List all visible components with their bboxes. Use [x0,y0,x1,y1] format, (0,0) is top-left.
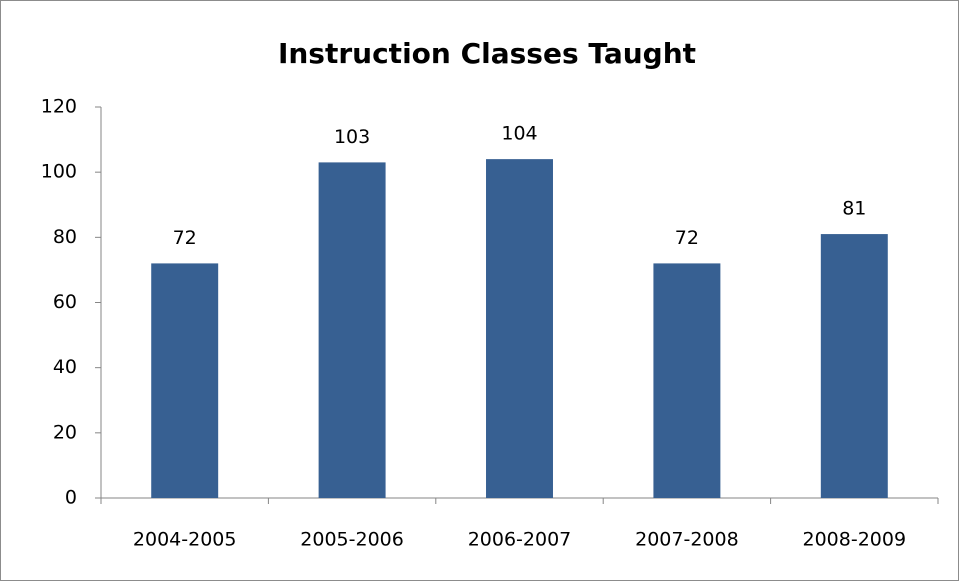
y-tick-label: 80 [53,226,77,248]
bar [486,159,553,498]
data-label: 104 [501,123,537,145]
bar [820,234,888,498]
data-label: 72 [173,227,197,249]
data-label: 72 [675,227,699,249]
x-tick-label: 2008-2009 [803,529,907,551]
x-tick-label: 2005-2006 [300,529,404,551]
x-tick-label: 2004-2005 [133,529,237,551]
y-tick-label: 120 [41,96,77,118]
y-tick-label: 20 [53,421,77,443]
y-tick-label: 60 [53,291,77,313]
x-tick-label: 2006-2007 [468,529,572,551]
y-tick-label: 100 [41,161,77,183]
y-tick-label: 40 [53,356,77,378]
bar [318,162,386,498]
x-tick-label: 2007-2008 [635,529,739,551]
data-label: 81 [842,198,866,220]
bar [151,263,219,498]
data-label: 103 [334,126,370,148]
bar [653,263,721,498]
y-tick-label: 0 [65,487,77,509]
chart-title: Instruction Classes Taught [278,37,696,70]
